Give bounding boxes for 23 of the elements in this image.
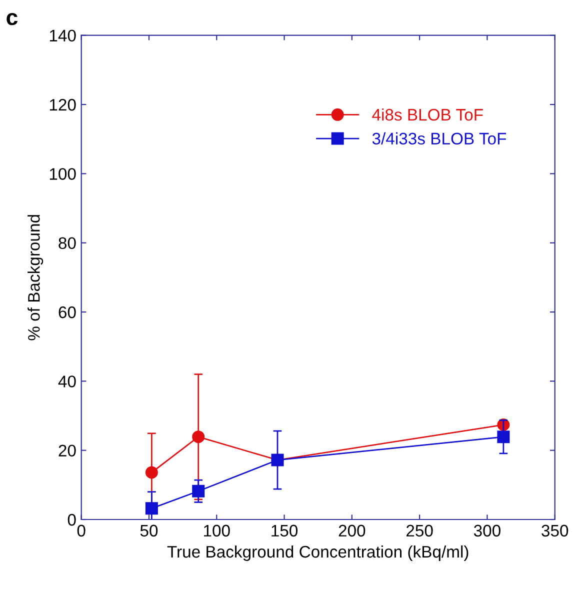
x-tick-label: 0	[77, 524, 86, 537]
x-axis-title: True Background Concentration (kBq/ml)	[167, 545, 468, 561]
y-tick-label: 60	[58, 306, 76, 318]
y-tick-label: 0	[68, 514, 76, 526]
point	[145, 502, 158, 515]
x-tick-label: 250	[406, 524, 433, 537]
point	[497, 430, 510, 444]
y-tick-label: 140	[50, 30, 76, 42]
y-tick-label: 100	[50, 168, 76, 180]
y-tick-label: 120	[50, 98, 76, 111]
legend-label: 4i8s BLOB ToF	[372, 108, 483, 121]
x-tick-label: 100	[204, 524, 230, 537]
x-tick-label: 300	[474, 524, 500, 537]
x-tick-label: 50	[140, 524, 158, 537]
x-tick-label: 150	[272, 524, 298, 537]
legend-label: 3/4i33s BLOB ToF	[372, 132, 506, 145]
text: c	[6, 12, 18, 26]
y-tick-label: 40	[58, 376, 76, 388]
y-axis-title: % of Background	[28, 215, 44, 340]
x-tick-label: 200	[338, 524, 366, 537]
x-tick-label: 350	[542, 524, 568, 537]
y-tick-label: 20	[58, 444, 76, 457]
y-tick-label: 80	[58, 237, 76, 250]
